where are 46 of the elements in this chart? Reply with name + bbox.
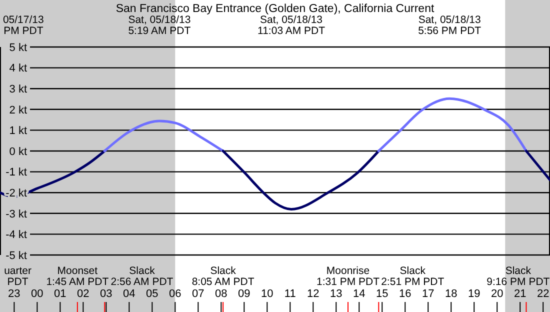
x-tick-label: 08: [215, 288, 228, 300]
x-tick-label: 06: [169, 288, 182, 300]
x-tick-label: 01: [54, 288, 66, 300]
x-tick-label: 07: [192, 288, 204, 300]
ref-line-label: Moonrise 1:31 PM PDT: [316, 265, 380, 288]
x-tick-label: 18: [444, 288, 458, 300]
x-tick-label: 03: [100, 288, 112, 300]
text: Sat, 05/18/13 5:19 AM PDT: [128, 14, 192, 37]
x-tick-label: 10: [261, 288, 274, 300]
text: uarter PDT: [4, 265, 32, 288]
x-tick-label: 11: [284, 288, 296, 300]
y-tick-label: 2 kt: [9, 104, 27, 116]
text: Sat, 05/18/13 5:56 PM PDT: [418, 14, 482, 37]
x-tick-label: 12: [307, 288, 320, 300]
x-tick-label: 19: [468, 288, 480, 300]
y-tick-label: 5 kt: [9, 42, 27, 54]
x-tick-label: 22: [536, 288, 550, 300]
ref-line-label: Slack 2:56 AM PDT: [110, 265, 174, 288]
y-tick-label: 1 kt: [9, 125, 27, 138]
x-tick-label: 21: [514, 288, 526, 300]
x-tick-label: 04: [123, 288, 136, 300]
x-tick-label: 23: [8, 288, 20, 300]
x-tick-label: 17: [422, 288, 434, 300]
x-tick-label: 13: [330, 288, 342, 300]
ref-line-label: Moonset 1:45 AM PDT: [46, 265, 110, 288]
ref-line-label: Slack 8:05 AM PDT: [192, 265, 255, 288]
y-tick-label: 4 kt: [9, 62, 27, 75]
y-tick-label: -1 kt: [6, 166, 27, 179]
x-tick-label: 00: [31, 288, 44, 300]
x-tick-label: 14: [353, 288, 366, 300]
text: Sat, 05/18/13 11:03 AM PDT: [258, 14, 326, 37]
chart-title: San Francisco Bay Entrance (Golden Gate), California Current: [116, 3, 435, 15]
y-tick-label: -5 kt: [6, 250, 27, 262]
ref-line-label: Slack 2:51 PM PDT: [381, 265, 445, 288]
y-tick-label: 3 kt: [9, 83, 27, 96]
y-tick-label: 0 kt: [9, 146, 27, 158]
y-tick-label: -4 kt: [6, 229, 27, 242]
ref-line-label: Slack 9:16 PM PDT: [486, 265, 550, 288]
text: 05/17/13 PM PDT: [2, 14, 44, 37]
x-tick-label: 20: [490, 288, 504, 300]
y-tick-label: -3 kt: [6, 208, 27, 220]
x-tick-label: 09: [238, 288, 250, 300]
x-tick-label: 16: [398, 288, 412, 300]
x-tick-label: 02: [77, 288, 90, 300]
x-tick-label: 05: [146, 288, 158, 300]
x-tick-label: 15: [376, 288, 388, 300]
